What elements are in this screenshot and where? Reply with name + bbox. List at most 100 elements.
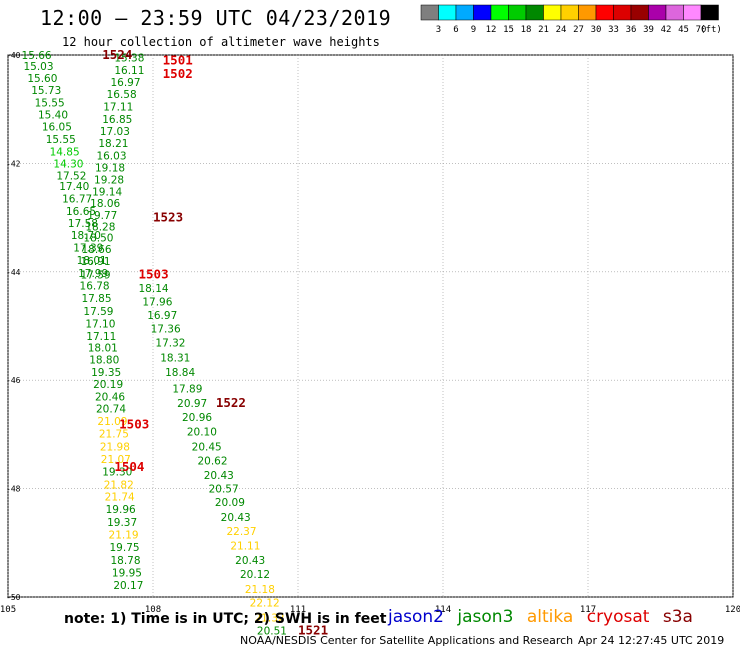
wave-height-value: 21.74 — [105, 492, 135, 504]
wave-height-value: 20.43 — [204, 470, 234, 482]
wave-height-value: 21.82 — [104, 479, 134, 491]
wave-height-value: 20.19 — [93, 379, 123, 391]
wave-height-value: 18.66 — [81, 244, 111, 256]
wave-height-value: 20.10 — [187, 427, 217, 439]
wave-height-value: 16.77 — [62, 194, 92, 206]
track-time-label: 1502 — [163, 66, 193, 81]
colorbar-tick-label: 39 — [643, 25, 654, 35]
lat-tick-label: -46 — [6, 376, 21, 385]
colorbar-unit: (ft) — [700, 25, 722, 35]
legend-s3a: s3a — [662, 607, 693, 627]
wave-height-value: 15.55 — [35, 98, 65, 110]
wave-height-value: 18.01 — [77, 255, 107, 267]
wave-height-value: 20.45 — [192, 441, 222, 453]
track-time-label: 1524 — [102, 47, 132, 62]
page-subtitle: 12 hour collection of altimeter wave hei… — [62, 35, 380, 49]
wave-height-value: 14.30 — [53, 158, 83, 170]
wave-height-value: 17.99 — [78, 268, 108, 280]
colorbar-tick-label: 45 — [678, 25, 689, 35]
wave-height-value: 21.11 — [230, 541, 260, 553]
wave-height-value: 17.10 — [85, 318, 115, 330]
wave-height-value: 19.75 — [110, 542, 140, 554]
wave-height-value: 21.18 — [245, 584, 275, 596]
wave-height-value: 18.31 — [160, 352, 190, 364]
lat-tick-label: -42 — [6, 159, 21, 168]
wave-height-value: 19.30 — [102, 466, 132, 478]
lat-tick-label: -50 — [6, 593, 21, 602]
colorbar-swatch — [700, 4, 719, 21]
wave-height-value: 19.77 — [87, 210, 117, 222]
legend-jason2: jason2 — [388, 607, 444, 627]
wave-height-value: 18.06 — [90, 198, 120, 210]
wave-height-value: 21.98 — [100, 441, 130, 453]
colorbar-tick-label: 3 — [436, 25, 441, 35]
colorbar-tick-label: 15 — [503, 25, 514, 35]
track-time-label: 1501 — [163, 52, 193, 67]
lon-tick-label: 114 — [435, 605, 451, 615]
wave-height-value: 19.18 — [95, 163, 125, 175]
colorbar-tick-label: 12 — [486, 25, 497, 35]
colorbar-tick-label: 24 — [556, 25, 567, 35]
wave-height-value: 20.96 — [182, 412, 212, 424]
wave-height-value: 19.28 — [94, 175, 124, 187]
wave-height-value: 20.17 — [113, 580, 143, 592]
wave-height-value: 20.43 — [235, 555, 265, 567]
legend-cryosat: cryosat — [586, 607, 650, 627]
satellite-legend: jason2 jason3 altika cryosat s3a — [388, 607, 701, 627]
wave-height-value: 16.78 — [80, 280, 110, 292]
lon-tick-label: 108 — [145, 605, 161, 615]
wave-height-value: 18.50 — [83, 233, 113, 245]
wave-height-value: 18.78 — [110, 555, 140, 567]
wave-height-value: 15.55 — [46, 134, 76, 146]
wave-height-value: 20.46 — [95, 391, 125, 403]
wave-height-value: 16.05 — [42, 122, 72, 134]
wave-height-value: 21.75 — [99, 428, 129, 440]
wave-height-value: 14.85 — [50, 146, 80, 158]
lon-tick-label: 105 — [0, 605, 16, 615]
lon-tick-label: 111 — [290, 605, 306, 615]
wave-height-value: 17.52 — [56, 170, 86, 182]
wave-height-value: 17.11 — [86, 331, 116, 343]
wave-height-value: 15.40 — [38, 110, 68, 122]
wave-height-value: 18.21 — [98, 138, 128, 150]
wave-height-value: 19.96 — [106, 504, 136, 516]
wave-height-value: 17.59 — [83, 306, 113, 318]
wave-height-value: 22.12 — [250, 597, 280, 609]
track-time-label: 1521 — [298, 623, 328, 638]
wave-height-value: 20.12 — [240, 569, 270, 581]
wave-height-value: 16.11 — [114, 65, 144, 77]
wave-height-value: 20.74 — [96, 403, 126, 415]
colorbar-tick-label: 6 — [453, 25, 458, 35]
lat-tick-label: -44 — [6, 268, 21, 277]
colorbar-tick-label: 42 — [661, 25, 672, 35]
wave-height-value: 19.35 — [91, 367, 121, 379]
colorbar-tick-label: 21 — [538, 25, 549, 35]
wave-height-value: 16.91 — [81, 256, 111, 268]
colorbar-tick-label: 18 — [521, 25, 532, 35]
wave-height-value: 16.03 — [96, 150, 126, 162]
wave-height-value: 16.65 — [66, 206, 96, 218]
colorbar-tick-label: 70 — [696, 25, 707, 35]
wave-height-value: 16.97 — [110, 77, 140, 89]
wave-height-value: 16.85 — [102, 114, 132, 126]
wave-height-value: 22.37 — [226, 526, 256, 538]
generated-timestamp: Apr 24 12:27:45 UTC 2019 — [578, 634, 725, 647]
colorbar-tick-label: 36 — [626, 25, 637, 35]
wave-height-value: 17.40 — [59, 181, 89, 193]
wave-height-value: 17.59 — [81, 270, 111, 282]
wave-height-value: 18.84 — [165, 367, 195, 379]
wave-height-value: 17.32 — [155, 337, 185, 349]
wave-height-value: 17.36 — [151, 324, 181, 336]
lat-tick-label: -40 — [6, 51, 21, 60]
wave-height-value: 19.95 — [112, 568, 142, 580]
legend-altika: altika — [526, 607, 574, 627]
lon-tick-label: 120 — [725, 605, 740, 615]
footer-note: note: 1) Time is in UTC; 2) SWH is in fe… — [64, 611, 387, 627]
wave-height-value: 15.38 — [114, 53, 144, 65]
wave-height-value: 18.14 — [139, 283, 169, 295]
colorbar-tick-label: 33 — [608, 25, 619, 35]
wave-height-value: 20.51 — [257, 626, 287, 638]
wave-height-value: 18.80 — [89, 355, 119, 367]
wave-height-value: 20.43 — [221, 512, 251, 524]
